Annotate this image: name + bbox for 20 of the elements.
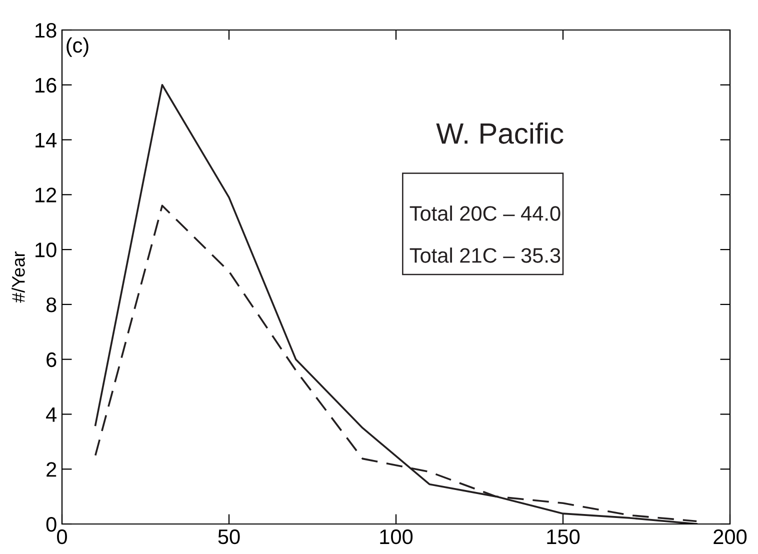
y-tick-label: 6 [46, 352, 56, 368]
x-tick-label: 150 [547, 529, 580, 544]
y-tick-label: 14 [36, 132, 57, 148]
x-tick-label: 50 [218, 529, 240, 544]
x-tick-label: 200 [714, 529, 747, 544]
y-tick-label: 4 [46, 407, 57, 422]
y-tick-label: 18 [36, 23, 56, 38]
y-tick-label: 16 [36, 78, 56, 93]
y-tick-label: 2 [46, 462, 56, 477]
y-tick-label: 12 [36, 188, 56, 202]
annotation: (c) [66, 37, 88, 57]
annotation: Total 21C – 35.3 [410, 248, 560, 263]
text: W. Pacific [436, 122, 564, 144]
y-tick-label: 10 [36, 242, 56, 258]
x-tick-label: 100 [380, 529, 413, 544]
x-tick-label: 0 [57, 529, 67, 544]
y-tick-label: 8 [46, 297, 56, 312]
annotation: Total 20C – 44.0 [410, 206, 560, 221]
y-tick-label: 0 [46, 517, 56, 532]
y-axis-title: #/Year [12, 252, 25, 303]
